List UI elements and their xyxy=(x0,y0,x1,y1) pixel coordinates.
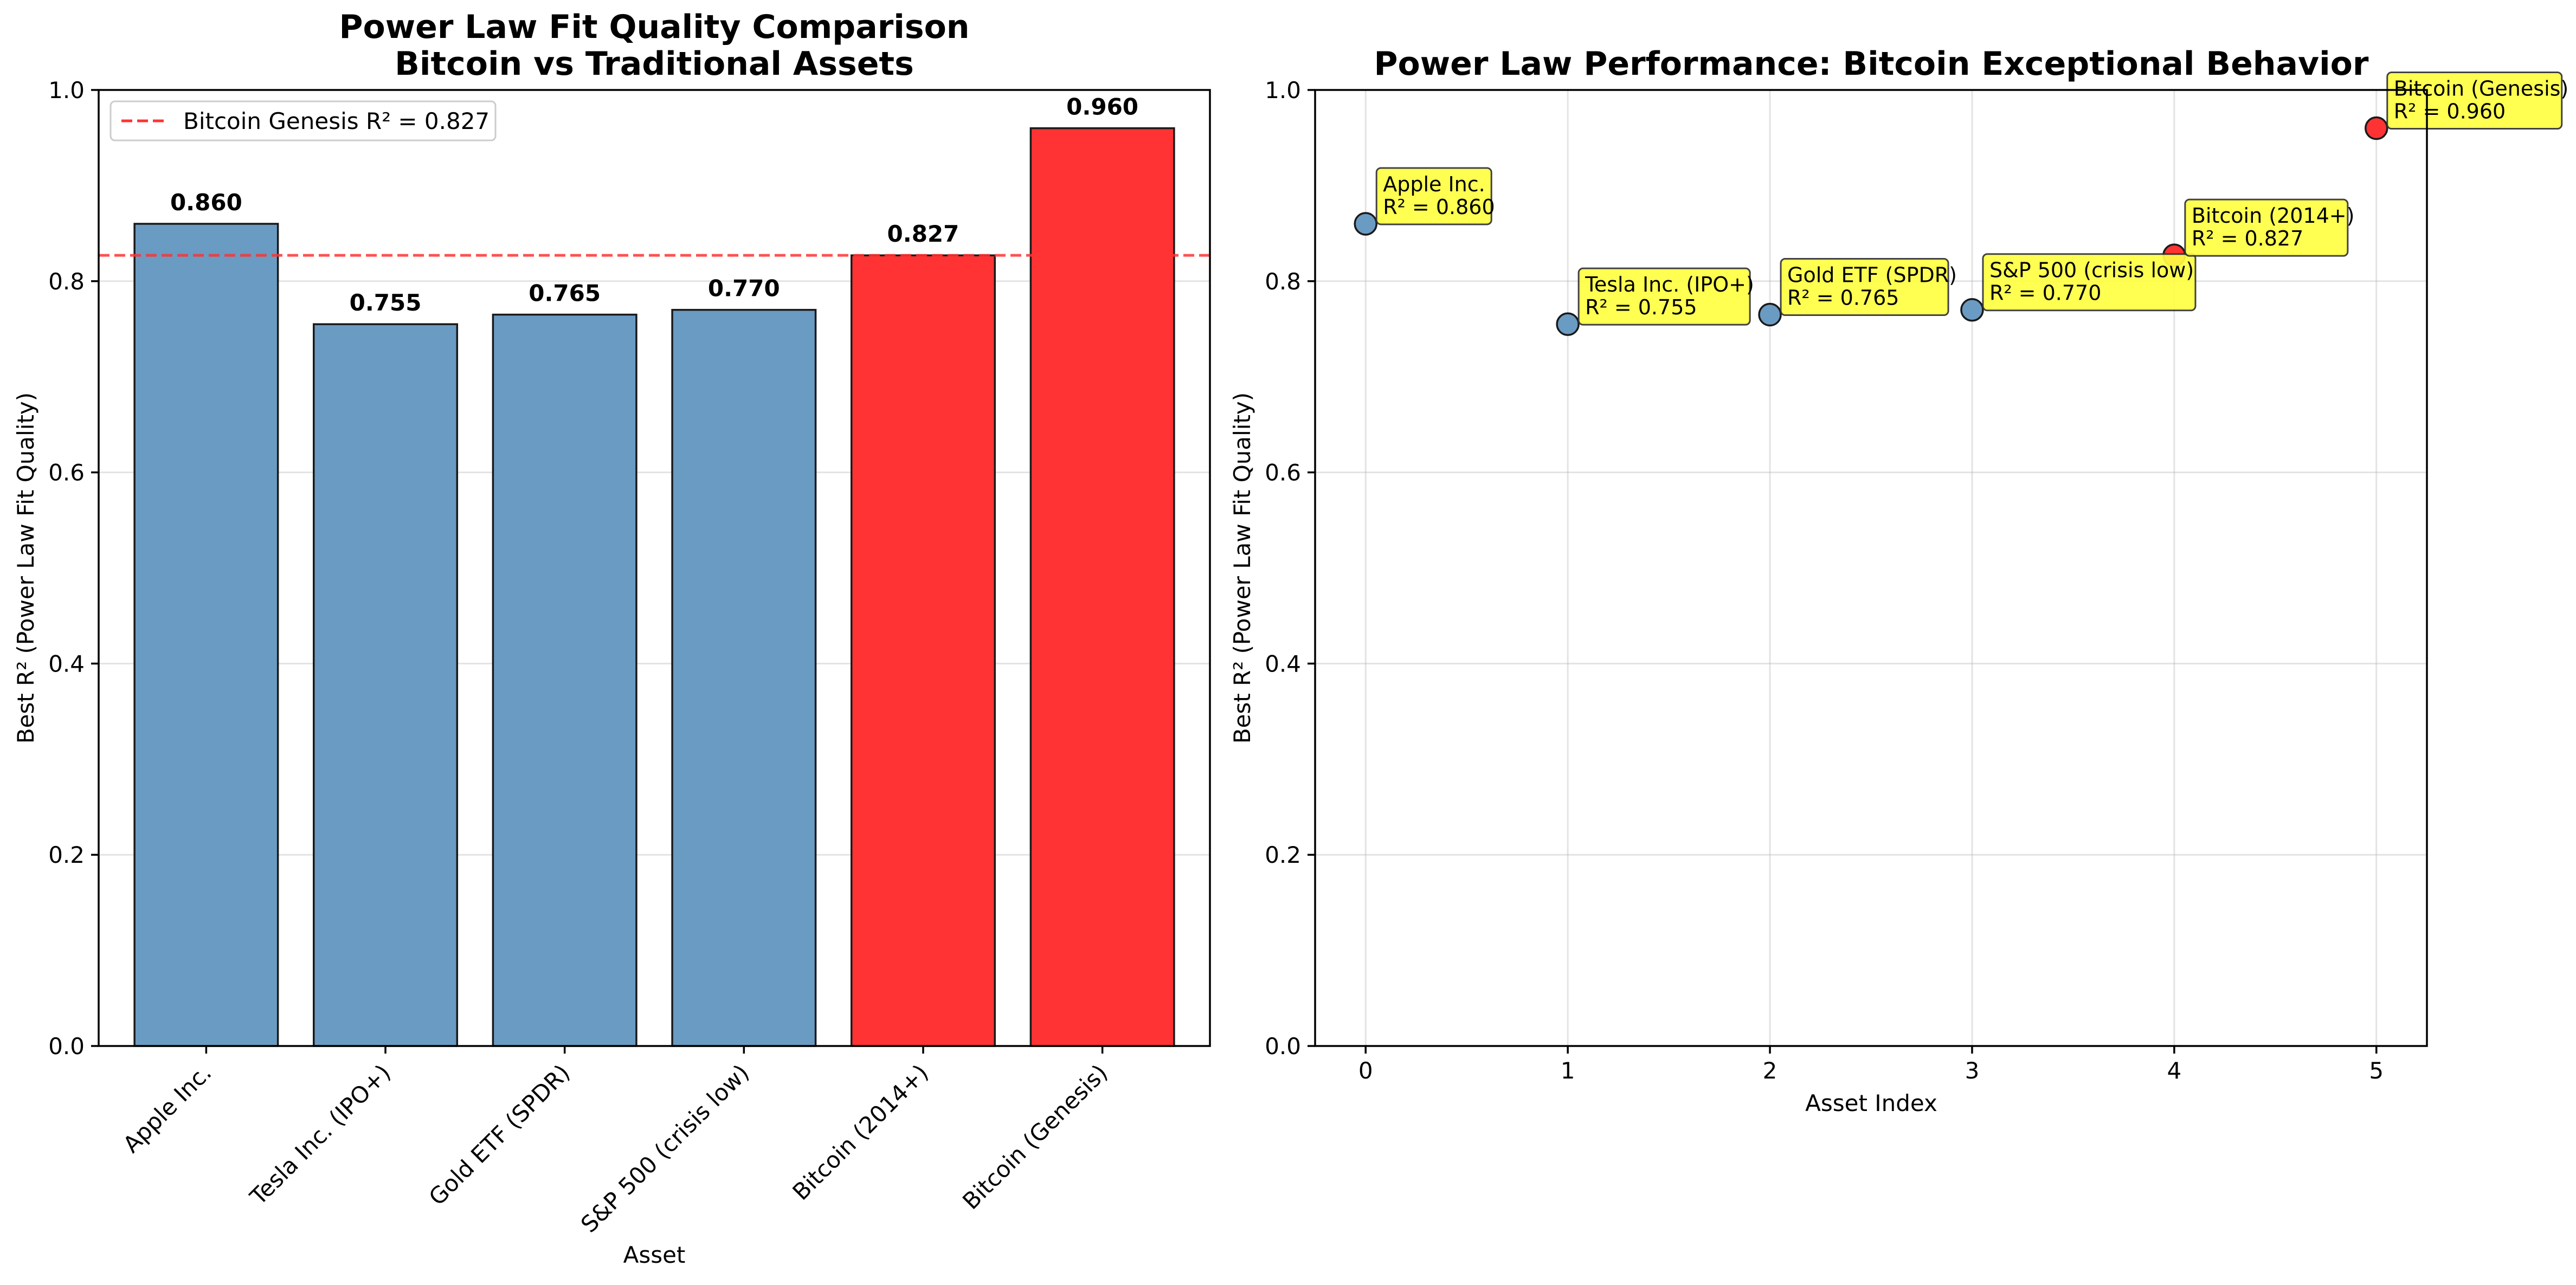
y-tick-label: 0.8 xyxy=(1265,268,1301,295)
x-tick-label: 2 xyxy=(1763,1057,1778,1084)
y-tick-label: 1.0 xyxy=(1265,77,1301,104)
scatter-chart-title: Power Law Performance: Bitcoin Exception… xyxy=(1374,45,2369,83)
annotation-box xyxy=(2184,198,2349,257)
x-tick-label: 3 xyxy=(1965,1057,1980,1084)
scatter-chart-x-axis-label: Asset Index xyxy=(1805,1090,1937,1116)
annotation-box xyxy=(1375,167,1492,225)
legend-box xyxy=(110,100,497,141)
x-tick-label: 1 xyxy=(1561,1057,1575,1084)
annotation-asset-name: Bitcoin (Genesis) xyxy=(2394,77,2568,101)
y-tick-label: 0.6 xyxy=(1265,460,1301,486)
annotation-r2-value: R² = 0.765 xyxy=(1787,286,1899,310)
scatter-chart-frame xyxy=(1314,89,2428,1047)
y-tick-label: 0.4 xyxy=(48,650,85,677)
bar-value-label: 0.765 xyxy=(529,280,601,307)
annotation-r2-value: R² = 0.960 xyxy=(2394,100,2506,124)
bar-chart-title: Power Law Fit Quality Comparison xyxy=(339,8,970,46)
scatter-chart-y-axis-label: Best R² (Power Law Fit Quality) xyxy=(1229,392,1255,744)
annotation-asset-name: Tesla Inc. (IPO+) xyxy=(1585,273,1754,296)
bar-value-label: 0.860 xyxy=(170,189,242,216)
y-tick-label: 0.0 xyxy=(48,1033,85,1060)
y-tick-label: 0.2 xyxy=(48,842,85,868)
annotation-asset-name: S&P 500 (crisis low) xyxy=(1989,259,2194,282)
bar-chart: Power Law Fit Quality Comparison Bitcoin… xyxy=(12,8,1211,1268)
scatter-chart: Power Law Performance: Bitcoin Exception… xyxy=(1229,45,2568,1116)
bar-chart-frame xyxy=(98,89,1211,1047)
bar xyxy=(492,313,637,1047)
bar xyxy=(133,223,279,1047)
bar xyxy=(1029,127,1175,1047)
annotation-box xyxy=(1780,258,1949,317)
scatter-point xyxy=(1758,302,1782,327)
bar-value-label: 0.960 xyxy=(1066,94,1138,120)
annotation-r2-value: R² = 0.860 xyxy=(1383,195,1495,219)
legend: Bitcoin Genesis R² = 0.827 xyxy=(110,100,497,141)
scatter-point xyxy=(1960,298,1984,322)
x-tick-label: 5 xyxy=(2369,1057,2384,1084)
annotation-box xyxy=(2386,72,2563,130)
bar-chart-subtitle: Bitcoin vs Traditional Assets xyxy=(395,45,914,83)
annotation-r2-value: R² = 0.770 xyxy=(1989,281,2101,305)
x-tick-label: 4 xyxy=(2167,1057,2181,1084)
y-tick-label: 0.0 xyxy=(1265,1033,1301,1060)
annotation-r2-value: R² = 0.755 xyxy=(1585,295,1697,319)
legend-entry-label: Bitcoin Genesis R² = 0.827 xyxy=(183,108,490,134)
y-tick-label: 1.0 xyxy=(48,77,85,104)
y-tick-label: 0.2 xyxy=(1265,842,1301,868)
bar-value-label: 0.755 xyxy=(350,289,422,316)
y-tick-label: 0.8 xyxy=(48,268,85,295)
y-tick-label: 0.6 xyxy=(48,460,85,486)
annotation-asset-name: Gold ETF (SPDR) xyxy=(1787,263,1957,287)
scatter-point xyxy=(1556,312,1580,336)
bar-value-label: 0.827 xyxy=(887,221,959,247)
bar xyxy=(671,308,817,1047)
bar-value-label: 0.770 xyxy=(708,275,780,302)
annotation-asset-name: Apple Inc. xyxy=(1383,172,1485,196)
annotation-r2-value: R² = 0.827 xyxy=(2192,227,2303,250)
bar-chart-y-axis-label: Best R² (Power Law Fit Quality) xyxy=(12,392,39,744)
bar-chart-x-axis-label: Asset xyxy=(623,1242,686,1268)
annotation-asset-name: Bitcoin (2014+) xyxy=(2192,204,2355,228)
bar xyxy=(850,254,996,1047)
annotation-box xyxy=(1982,253,2197,312)
scatter-point xyxy=(1354,212,1377,236)
annotation-box xyxy=(1577,267,1751,326)
y-tick-label: 0.4 xyxy=(1265,650,1301,677)
bar xyxy=(313,323,459,1047)
x-tick-label: 0 xyxy=(1358,1057,1373,1084)
scatter-point xyxy=(2365,116,2388,140)
